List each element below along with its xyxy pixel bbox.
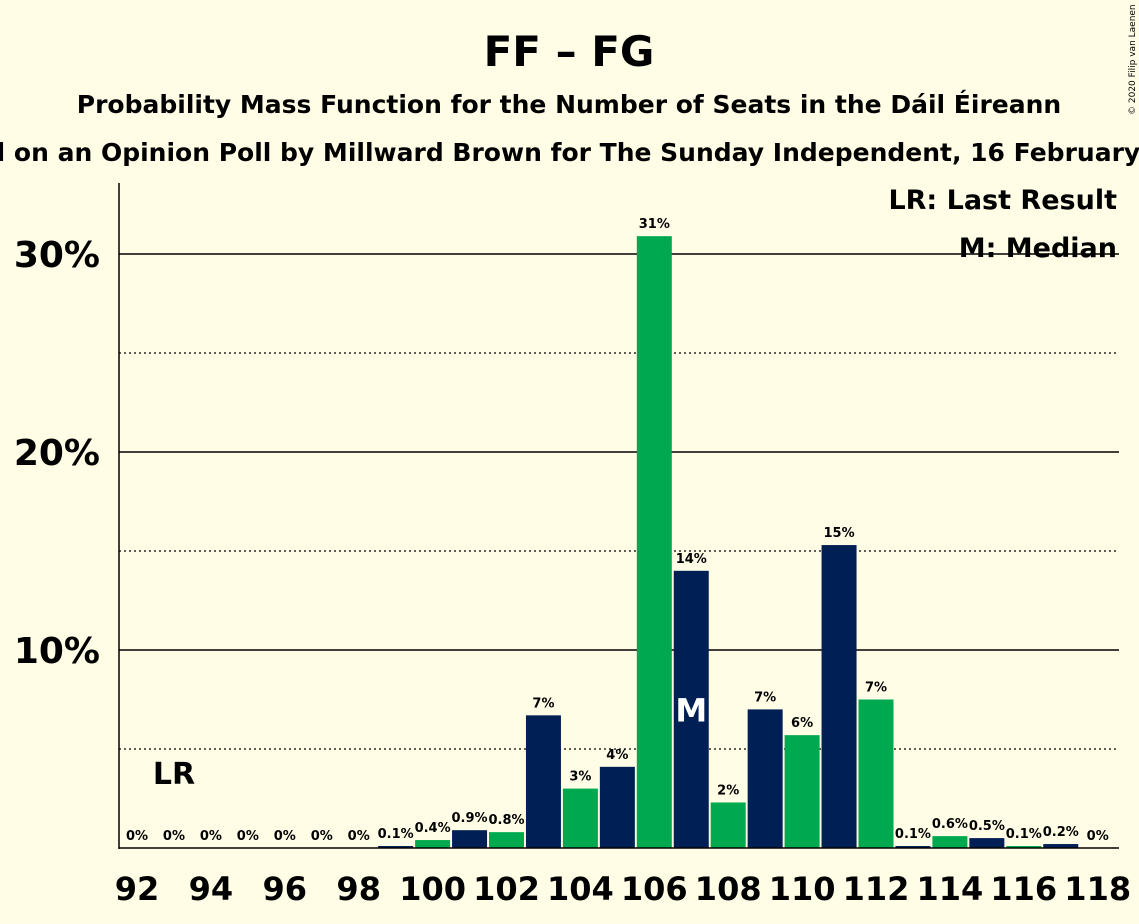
x-tick-label: 92 (115, 870, 160, 908)
bar-seat-107 (673, 570, 709, 848)
grid-lines (119, 253, 1119, 750)
bar-seat-116 (1006, 846, 1042, 848)
bar-seat-106 (636, 236, 672, 848)
data-label-seat-96: 0% (274, 829, 296, 844)
data-label-seat-113: 0.1% (895, 827, 931, 842)
bar-seat-117 (1043, 844, 1079, 848)
data-label-seat-102: 0.8% (488, 813, 524, 828)
data-label-seat-94: 0% (200, 829, 222, 844)
data-label-seat-114: 0.6% (932, 817, 968, 832)
data-label-seat-93: 0% (163, 829, 185, 844)
bar-seat-112 (858, 699, 894, 848)
data-label-seat-110: 6% (791, 716, 813, 731)
bar-seat-114 (932, 836, 968, 848)
data-label-seat-97: 0% (311, 829, 333, 844)
data-label-seat-98: 0% (348, 829, 370, 844)
bar-seat-113 (895, 846, 931, 848)
data-label-seat-108: 2% (717, 783, 739, 798)
bar-seat-100 (415, 840, 451, 848)
median-marker: M (675, 691, 707, 729)
bars-layer (378, 236, 1079, 848)
x-tick-label: 96 (263, 870, 308, 908)
bar-seat-105 (599, 766, 635, 848)
x-tick-label: 94 (189, 870, 234, 908)
x-tick-label: 110 (769, 870, 836, 908)
copyright-notice: © 2020 Filip van Laenen (1128, 4, 1138, 115)
last-result-marker: LR (153, 757, 195, 792)
y-tick-label: 30% (14, 235, 100, 276)
data-label-seat-100: 0.4% (415, 821, 451, 836)
data-label-seat-115: 0.5% (969, 819, 1005, 834)
data-label-seat-95: 0% (237, 829, 259, 844)
data-label-seat-92: 0% (126, 829, 148, 844)
legend-last-result: LR: Last Result (888, 185, 1117, 216)
data-label-seat-111: 15% (823, 526, 854, 541)
data-label-seat-118: 0% (1087, 829, 1109, 844)
legend-median: M: Median (959, 233, 1117, 264)
bar-seat-111 (821, 545, 857, 848)
data-label-seat-116: 0.1% (1006, 827, 1042, 842)
x-tick-label: 104 (547, 870, 614, 908)
bar-seat-108 (710, 802, 746, 848)
x-tick-label: 100 (399, 870, 466, 908)
data-label-seat-107: 14% (676, 552, 707, 567)
bar-seat-102 (489, 832, 524, 848)
chart-subtitle-source: Based on an Opinion Poll by Millward Bro… (0, 138, 1139, 167)
bar-seat-101 (452, 830, 488, 848)
x-tick-label: 112 (843, 870, 910, 908)
bar-seat-104 (562, 788, 598, 848)
y-tick-label: 10% (14, 631, 100, 672)
data-label-seat-103: 7% (532, 696, 554, 711)
data-label-seat-109: 7% (754, 690, 776, 705)
x-tick-label: 106 (621, 870, 688, 908)
data-label-seat-112: 7% (865, 681, 887, 696)
bar-seat-109 (747, 709, 783, 848)
data-label-seat-117: 0.2% (1043, 825, 1079, 840)
chart-title: FF – FG (484, 27, 655, 76)
x-tick-label: 114 (917, 870, 984, 908)
data-label-seat-106: 31% (639, 217, 670, 232)
bar-seat-110 (784, 735, 820, 848)
data-label-seat-104: 3% (569, 770, 591, 785)
data-label-seat-105: 4% (606, 748, 628, 763)
axis-ticks-layer: 10%20%30%92 94 96 98 100 102 104 106 108 110 112 11… (14, 235, 1131, 908)
x-tick-label: 118 (1064, 870, 1131, 908)
chart-subtitle: Probability Mass Function for the Number… (77, 90, 1061, 119)
bar-seat-103 (525, 715, 561, 848)
x-tick-label: 98 (336, 870, 381, 908)
data-label-seat-99: 0.1% (378, 827, 414, 842)
bar-seat-115 (969, 838, 1005, 848)
y-tick-label: 20% (14, 433, 100, 474)
data-labels-layer: 0% 0% 0% 0% 0% 0% 0% 0.1% 0.4%0.9% 0.8%7%3%4%31%1… (126, 217, 1109, 844)
x-tick-label: 116 (990, 870, 1057, 908)
bar-seat-99 (378, 846, 414, 848)
x-tick-label: 108 (695, 870, 762, 908)
x-tick-label: 102 (473, 870, 540, 908)
data-label-seat-101: 0.9% (452, 811, 488, 826)
